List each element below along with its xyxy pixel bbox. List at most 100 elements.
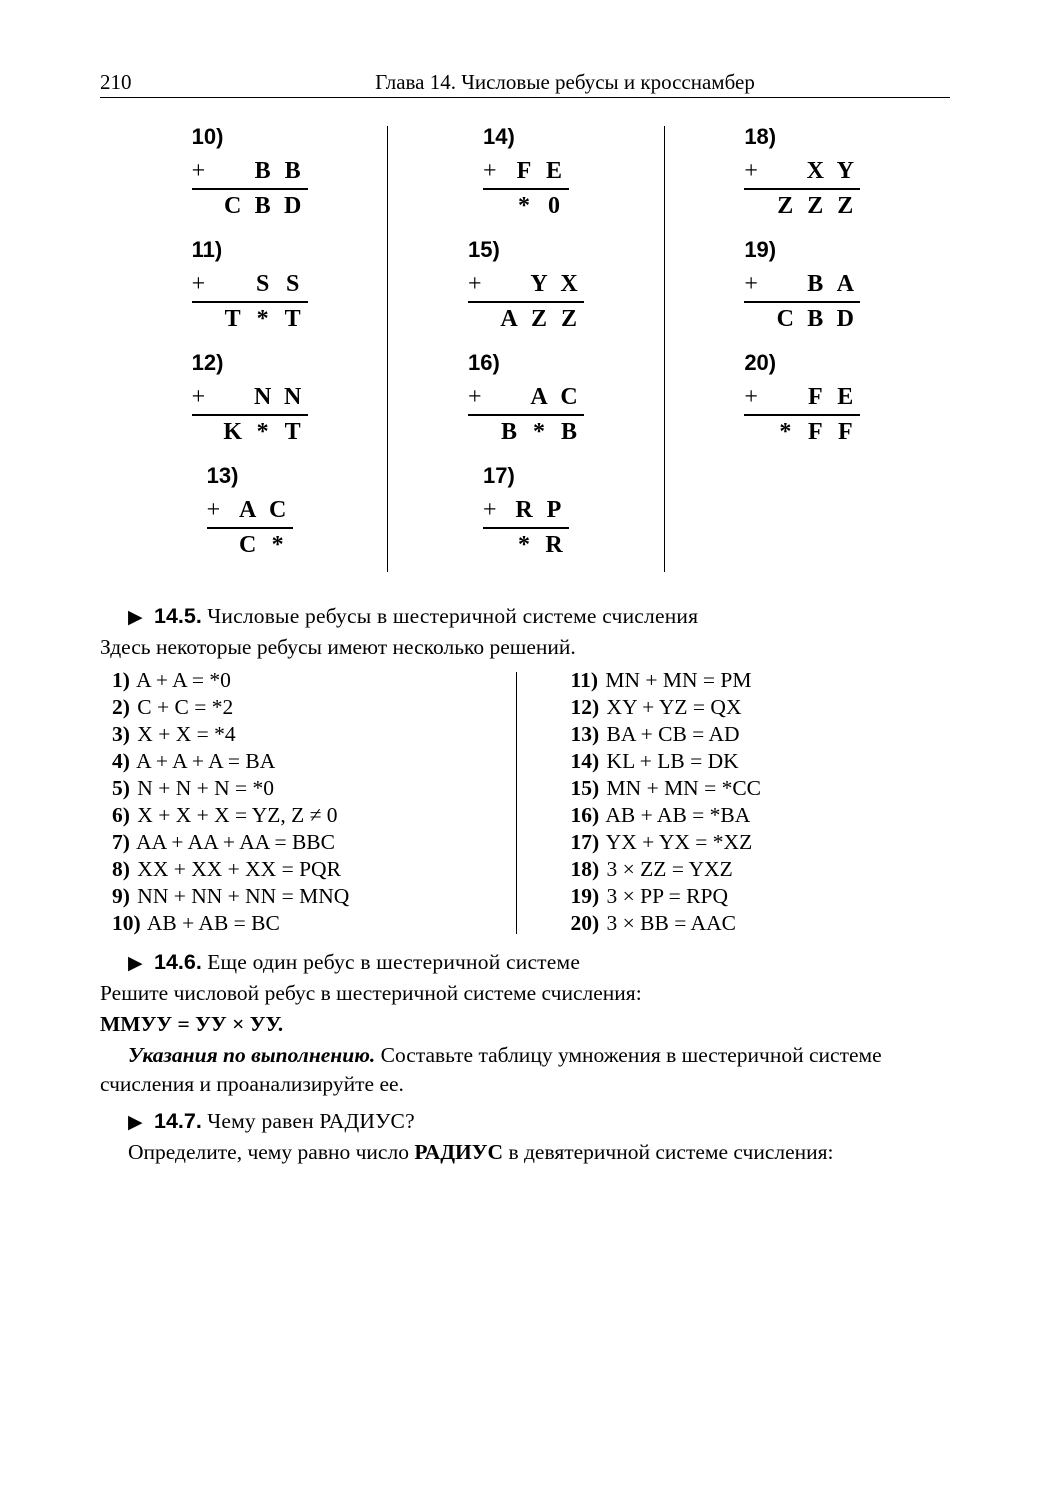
equation-line: 20) 3 × BB = AAC <box>551 911 941 936</box>
section-14-6: ▶ 14.6. Еще один ребус в шестеричной сис… <box>100 948 950 1099</box>
cell: C <box>218 191 248 221</box>
cell: P <box>539 495 569 525</box>
chapter-title: Глава 14. Числовые ребусы и кросснамбер <box>180 70 950 95</box>
cell: E <box>830 382 860 412</box>
section-heading: ▶ 14.5. Числовые ребусы в шестеричной си… <box>100 602 950 631</box>
puzzle-number: 20) <box>744 350 860 376</box>
cell: S <box>278 269 308 299</box>
problem-equation: ММУУ = УУ × УУ. <box>100 1010 950 1039</box>
puzzle: 19) + BA CBD <box>744 237 860 334</box>
cell: X <box>554 269 584 299</box>
text-part: Определите, чему равно число <box>128 1140 414 1164</box>
equation-number: 17) <box>571 830 600 854</box>
puzzle-number: 19) <box>744 237 860 263</box>
puzzle-number: 14) <box>483 124 569 150</box>
puzzle: 14)+FE *0 <box>483 124 569 221</box>
cell: T <box>278 417 308 447</box>
equation-number: 2) <box>112 695 130 719</box>
addition-block: +AC C* <box>207 495 293 560</box>
equation-number: 4) <box>112 749 130 773</box>
equation-text: AB + AB = BC <box>143 911 280 935</box>
result-row: K*T <box>192 414 308 447</box>
puzzle-number: 17) <box>483 463 569 489</box>
equation-number: 14) <box>571 749 600 773</box>
equation-line: 5) N + N + N = *0 <box>112 776 502 801</box>
section-14-5: ▶ 14.5. Числовые ребусы в шестеричной си… <box>100 602 950 662</box>
equation-text: KL + LB = DK <box>601 749 739 773</box>
addition-block: + AC B*B <box>468 382 584 447</box>
equation-text: 3 × BB = AAC <box>601 911 736 935</box>
cell: Z <box>524 304 554 334</box>
triangle-icon: ▶ <box>128 607 143 628</box>
cell: A <box>494 304 524 334</box>
equation-line: 19) 3 × PP = RPQ <box>551 884 941 909</box>
cell: X <box>800 156 830 186</box>
equation-text: BA + CB = AD <box>601 722 739 746</box>
puzzle: 12)+ NN K*T <box>192 350 308 447</box>
puzzle-columns: 10)+ BB CBD11)+ SS T*T12)+ NN K*T13)+AC … <box>112 120 940 572</box>
equation-number: 19) <box>571 884 600 908</box>
addend-row: + BA <box>744 269 860 299</box>
word-radius: РАДИУС <box>414 1140 503 1164</box>
running-head: 210 Глава 14. Числовые ребусы и кросснам… <box>100 70 950 98</box>
cell: N <box>278 382 308 412</box>
cell: A <box>233 495 263 525</box>
result-row: AZZ <box>468 301 584 334</box>
equation-line: 6) X + X + X = YZ, Z ≠ 0 <box>112 803 502 828</box>
equation-number: 13) <box>571 722 600 746</box>
cell: * <box>263 530 293 560</box>
result-row: C* <box>207 527 293 560</box>
equation-line: 10) AB + AB = BC <box>112 911 502 936</box>
equation-line: 3) X + X = *4 <box>112 722 502 747</box>
addend-row: +AC <box>207 495 293 525</box>
equation-number: 6) <box>112 803 130 827</box>
section-number: 14.6. <box>154 950 202 974</box>
puzzle: 17) +RP *R <box>483 463 569 560</box>
cell: R <box>509 495 539 525</box>
section-intro: Здесь некоторые ребусы имеют несколько р… <box>100 633 950 662</box>
cell: A <box>830 269 860 299</box>
puzzle: 10)+ BB CBD <box>192 124 308 221</box>
cell: Y <box>830 156 860 186</box>
cell: F <box>800 417 830 447</box>
equation-line: 1) A + A = *0 <box>112 668 502 693</box>
hint-label: Указания по выполнению. <box>128 1043 375 1067</box>
puzzle-number: 12) <box>192 350 308 376</box>
puzzle-column: 18)+ XY ZZZ19)+ BA CBD20)+ FE *FF <box>665 120 940 572</box>
equation-text: XX + XX + XX = PQR <box>132 857 341 881</box>
section-14-7: ▶ 14.7. Чему равен РАДИУС? Определите, ч… <box>100 1107 950 1167</box>
addend-row: + FE <box>744 382 860 412</box>
equation-line: 11) MN + MN = PM <box>551 668 941 693</box>
equation-text: X + X = *4 <box>132 722 236 746</box>
section-heading: ▶ 14.6. Еще один ребус в шестеричной сис… <box>100 948 950 977</box>
cell: R <box>539 530 569 560</box>
equation-line: 17) YX + YX = *XZ <box>551 830 941 855</box>
cell: Z <box>554 304 584 334</box>
cell: * <box>770 417 800 447</box>
puzzle-number: 10) <box>192 124 308 150</box>
result-row: *R <box>483 527 569 560</box>
cell: D <box>278 191 308 221</box>
addend-row: +RP <box>483 495 569 525</box>
cell: C <box>233 530 263 560</box>
cell: A <box>524 382 554 412</box>
addition-block: +RP *R <box>483 495 569 560</box>
column-separator <box>516 672 517 934</box>
puzzle: 13)+AC C* <box>207 463 293 560</box>
cell: B <box>494 417 524 447</box>
cell: T <box>218 304 248 334</box>
cell: N <box>248 382 278 412</box>
cell: T <box>278 304 308 334</box>
addend-row: + XY <box>744 156 860 186</box>
equation-text: X + X + X = YZ, Z ≠ 0 <box>132 803 338 827</box>
puzzle-number: 15) <box>468 237 584 263</box>
result-row: CBD <box>744 301 860 334</box>
equation-number: 1) <box>112 668 130 692</box>
equation-line: 14) KL + LB = DK <box>551 749 941 774</box>
addition-block: + YX AZZ <box>468 269 584 334</box>
equation-text: 3 × PP = RPQ <box>601 884 728 908</box>
page: 210 Глава 14. Числовые ребусы и кросснам… <box>0 0 1040 1229</box>
cell: B <box>278 156 308 186</box>
section-number: 14.5. <box>154 604 202 628</box>
cell: S <box>248 269 278 299</box>
